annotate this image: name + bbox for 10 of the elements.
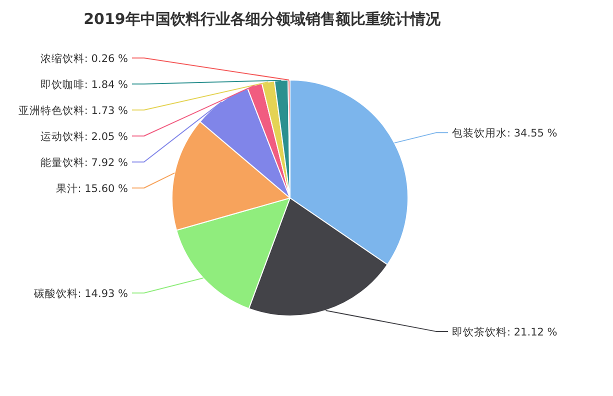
slice-label: 碳酸饮料: 14.93 % <box>32 286 128 300</box>
slice-label: 即饮咖啡: 1.84 % <box>40 78 128 92</box>
slice-label: 包装饮用水: 34.55 % <box>452 126 558 140</box>
slice-label: 果汁: 15.60 % <box>56 182 128 196</box>
slice-label: 浓缩饮料: 0.26 % <box>40 52 128 66</box>
slice-label: 即饮茶饮料: 21.12 % <box>452 325 558 338</box>
slice-label: 亚洲特色饮料: 1.73 % <box>18 104 128 118</box>
chart-title: 2019年中国饮料行业各细分领域销售额比重统计情况 <box>84 10 442 28</box>
slice-label: 运动饮料: 2.05 % <box>40 130 128 144</box>
slice-label: 能量饮料: 7.92 % <box>40 156 128 170</box>
